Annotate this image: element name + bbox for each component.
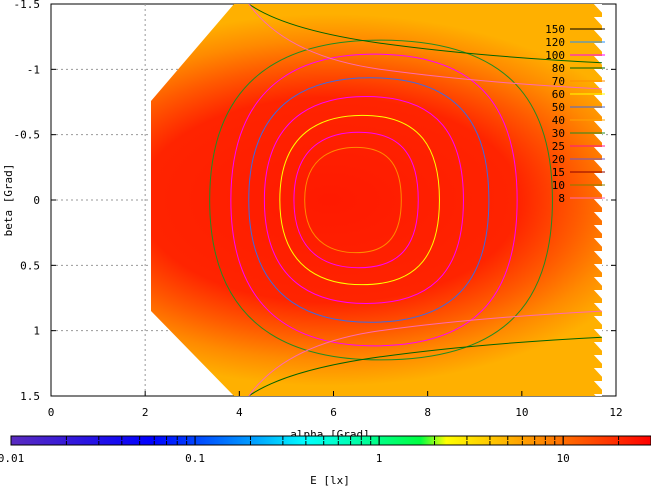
contour-line [209,39,553,361]
legend-label: 15 [552,166,565,179]
contour-line [230,53,518,347]
legend-label: 10 [552,179,565,192]
field-edge-notch [593,316,602,329]
contour-line [304,146,402,254]
field-edge-notch [593,342,602,355]
x-tick-label: 0 [48,406,55,419]
field-edge-notch [593,277,602,290]
contour-line [293,131,419,269]
x-axis-ticks: 0 2 4 6 8 10 12 [48,391,623,419]
y-tick-label: 0.5 [20,259,40,272]
field-edge-notch [593,303,602,316]
field-edge-notch [593,381,602,394]
legend-label: 20 [552,153,565,166]
legend-label: 70 [552,75,565,88]
colorbar-tick-label: 0.1 [185,452,205,465]
field-edge-notch [593,264,602,277]
heatmap-field [151,4,602,396]
field-edge-notch [593,108,602,121]
y-tick-label: -1 [27,63,40,76]
field-edge-notch [593,43,602,56]
field-edge-notch [593,355,602,368]
x-tick-label: 4 [236,406,243,419]
field-edge-notch [593,225,602,238]
x-tick-label: 12 [609,406,622,419]
y-tick-label: 0 [33,194,40,207]
field-edge-notch [593,121,602,134]
legend-label: 60 [552,88,565,101]
field-edge-notch [593,17,602,30]
legend-label: 8 [558,192,565,205]
field-edge-notch [593,329,602,342]
colorbar-ticks: 0.01 0.1 1 10 [0,436,651,465]
legend-label: 25 [552,140,565,153]
legend-label: 120 [545,36,565,49]
legend-label: 30 [552,127,565,140]
colorbar-tick-label: 1 [376,452,383,465]
y-tick-label: -1.5 [14,0,41,11]
y-axis-ticks: -1.5 -1 -0.5 0 0.5 1 1.5 [14,0,616,403]
y-tick-label: 1 [33,325,40,338]
y-tick-label: -0.5 [14,129,41,142]
y-tick-label: 1.5 [20,390,40,403]
legend-label: 40 [552,114,565,127]
field-edge-notch [593,134,602,147]
field-edge-notch [593,160,602,173]
field-edge-notch [593,238,602,251]
legend-label: 80 [552,62,565,75]
contour-line [248,336,602,396]
field-edge-notch [593,173,602,186]
field-edge-notch [593,30,602,43]
x-tick-label: 2 [142,406,149,419]
field-edge-notch [593,4,602,17]
field-edge-notch [593,69,602,82]
x-tick-label: 8 [424,406,431,419]
contour-line [248,4,602,64]
colorbar-tick-label: 0.01 [0,452,24,465]
x-tick-label: 10 [515,406,528,419]
field-edge-notch [593,212,602,225]
contour-line [263,96,464,304]
field-edge-notch [593,199,602,212]
field-edge-notch [593,251,602,264]
colorbar-label: E [lx] [310,474,350,486]
colorbar-tick-label: 10 [557,452,570,465]
field-edge-notch [593,290,602,303]
contour-line [248,77,490,323]
legend-label: 50 [552,101,565,114]
field-edge-notch [593,95,602,108]
legend-label: 100 [545,49,565,62]
field-edge-notch [593,147,602,160]
contour-line [279,114,440,286]
y-axis-label: beta [Grad] [2,164,15,237]
field-edge-notch [593,186,602,199]
contour-line [248,4,602,90]
contour-line [248,310,602,396]
legend-label: 150 [545,23,565,36]
field-edge-notch [593,368,602,381]
x-tick-label: 6 [330,406,337,419]
